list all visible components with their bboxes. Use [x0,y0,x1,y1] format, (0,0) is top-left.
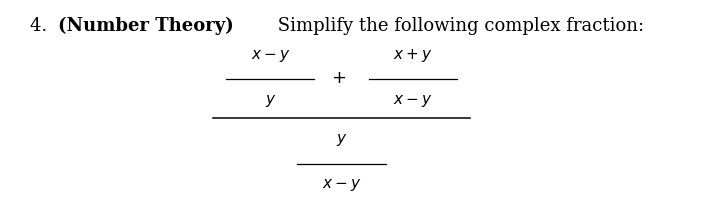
Text: $x-y$: $x-y$ [322,178,361,194]
Text: Simplify the following complex fraction:: Simplify the following complex fraction: [272,17,644,35]
Text: $x-y$: $x-y$ [393,93,432,109]
Text: $+$: $+$ [331,69,346,87]
Text: (Number Theory): (Number Theory) [58,17,234,35]
Text: $y$: $y$ [265,93,276,109]
Text: $x+y$: $x+y$ [393,47,432,64]
Text: $y$: $y$ [336,132,347,148]
Text: $x-y$: $x-y$ [251,48,290,64]
Text: 4.: 4. [30,17,53,35]
